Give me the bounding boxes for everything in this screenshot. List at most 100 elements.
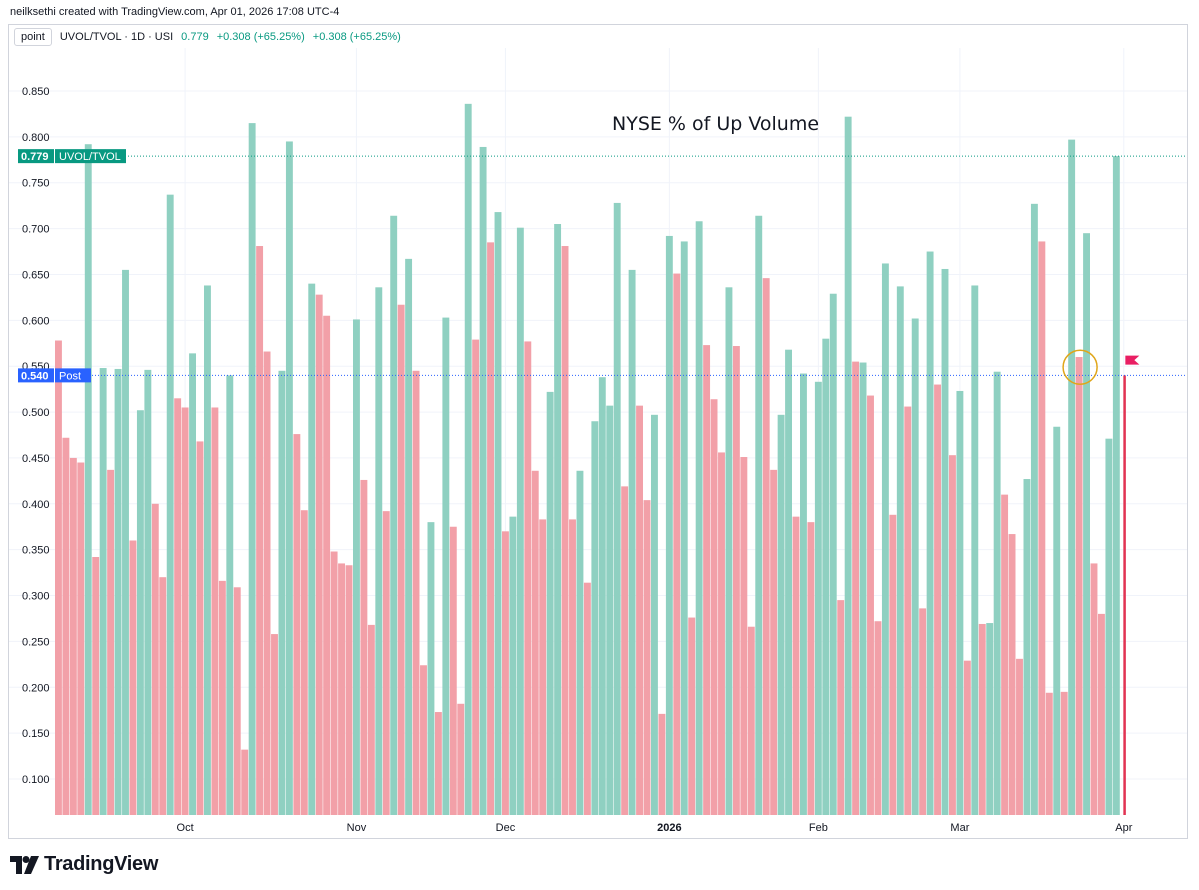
bar[interactable] <box>55 340 62 815</box>
bar[interactable] <box>792 516 800 815</box>
bar[interactable] <box>867 395 874 815</box>
bar[interactable] <box>658 713 666 815</box>
bar[interactable] <box>822 338 830 815</box>
bar[interactable] <box>673 273 681 816</box>
bar[interactable] <box>196 441 204 815</box>
bar[interactable] <box>1112 156 1120 815</box>
bar[interactable] <box>382 511 390 815</box>
bar[interactable] <box>770 469 778 815</box>
bar[interactable] <box>449 526 457 815</box>
bar[interactable] <box>941 268 949 816</box>
bar[interactable] <box>1068 139 1076 816</box>
bar[interactable] <box>1060 691 1068 815</box>
bar[interactable] <box>896 286 904 816</box>
bar[interactable] <box>1090 563 1098 815</box>
interval-button[interactable]: point <box>14 28 52 46</box>
bar[interactable] <box>338 563 345 815</box>
bar[interactable] <box>963 660 971 815</box>
bar[interactable] <box>881 263 889 815</box>
bar[interactable] <box>1008 534 1016 815</box>
bar[interactable] <box>740 457 748 815</box>
bar[interactable] <box>1098 613 1105 815</box>
bar[interactable] <box>189 353 196 815</box>
bar[interactable] <box>218 580 226 815</box>
bar[interactable] <box>695 221 703 815</box>
bar[interactable] <box>904 406 912 815</box>
symbol-label[interactable]: UVOL/TVOL · 1D · USI <box>59 31 174 43</box>
bar[interactable] <box>136 410 144 815</box>
bar[interactable] <box>539 519 547 815</box>
bar[interactable] <box>256 246 264 816</box>
bar[interactable] <box>487 242 494 816</box>
bar[interactable] <box>986 623 994 815</box>
bar[interactable] <box>300 510 308 815</box>
bar[interactable] <box>546 391 554 815</box>
bar[interactable] <box>554 224 562 816</box>
bar[interactable] <box>159 577 167 815</box>
bar[interactable] <box>434 712 442 815</box>
bar[interactable] <box>636 405 643 815</box>
bar[interactable] <box>583 582 591 815</box>
bar[interactable] <box>62 437 70 815</box>
bar[interactable] <box>1016 658 1023 815</box>
bar[interactable] <box>271 634 278 815</box>
bar[interactable] <box>77 462 85 815</box>
bar[interactable] <box>442 317 450 815</box>
bar[interactable] <box>166 194 174 815</box>
bar[interactable] <box>1038 241 1046 815</box>
bar[interactable] <box>263 351 271 815</box>
bar[interactable] <box>651 414 658 815</box>
bar[interactable] <box>911 318 919 815</box>
bar[interactable] <box>308 283 316 815</box>
bar[interactable] <box>427 522 435 815</box>
bar[interactable] <box>502 531 509 815</box>
bar[interactable] <box>874 621 882 815</box>
bar[interactable] <box>248 123 256 815</box>
bar[interactable] <box>807 522 815 815</box>
bar[interactable] <box>1053 426 1061 815</box>
bar[interactable] <box>762 278 770 815</box>
bar[interactable] <box>293 434 301 815</box>
bar[interactable] <box>919 608 927 815</box>
bar[interactable] <box>233 587 241 815</box>
bar[interactable] <box>606 405 614 815</box>
bar[interactable] <box>367 624 375 815</box>
bar[interactable] <box>92 557 100 815</box>
bar[interactable] <box>241 749 249 815</box>
bar[interactable] <box>1083 233 1090 816</box>
bar[interactable] <box>971 285 979 815</box>
bar[interactable] <box>561 246 569 816</box>
bar[interactable] <box>926 251 934 816</box>
bar[interactable] <box>732 346 740 815</box>
bar[interactable] <box>710 399 718 815</box>
bar[interactable] <box>278 370 286 815</box>
bar[interactable] <box>457 703 465 815</box>
bar[interactable] <box>353 319 360 815</box>
bar[interactable] <box>204 285 211 815</box>
bar[interactable] <box>345 565 353 815</box>
bar[interactable] <box>479 146 487 815</box>
bar[interactable] <box>509 516 517 815</box>
bar[interactable] <box>144 369 152 815</box>
bar[interactable] <box>226 375 234 815</box>
bar[interactable] <box>1045 692 1053 815</box>
bar[interactable] <box>829 293 837 815</box>
bar[interactable] <box>1075 357 1083 815</box>
bar[interactable] <box>107 469 115 815</box>
bar[interactable] <box>956 390 964 815</box>
flag-icon[interactable] <box>1125 355 1140 365</box>
bar[interactable] <box>777 414 785 815</box>
tradingview-logo[interactable]: TradingView <box>10 853 158 876</box>
bar[interactable] <box>621 486 629 815</box>
bar[interactable] <box>755 215 763 816</box>
bar[interactable] <box>285 141 293 815</box>
bar[interactable] <box>993 371 1001 815</box>
bar[interactable] <box>330 551 338 815</box>
bar[interactable] <box>1023 479 1031 815</box>
bar[interactable] <box>323 315 331 815</box>
bar[interactable] <box>852 361 860 815</box>
bar[interactable] <box>181 407 189 815</box>
bar[interactable] <box>122 269 129 815</box>
bar[interactable] <box>531 470 539 815</box>
